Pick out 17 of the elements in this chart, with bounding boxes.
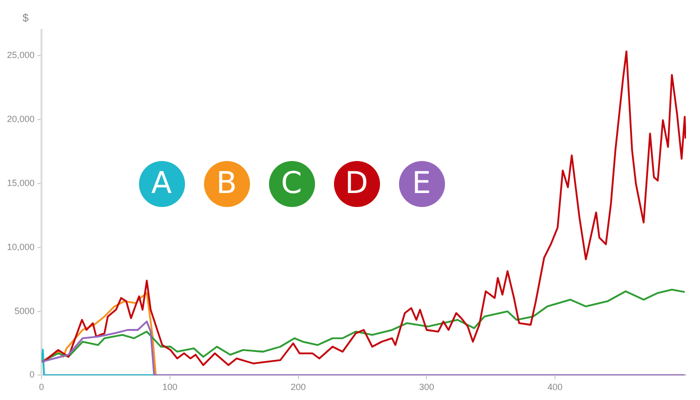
- text: B: [216, 166, 237, 202]
- x-tick-label: 100: [162, 382, 178, 392]
- y-tick-label: 0: [30, 370, 35, 380]
- text: D: [344, 166, 368, 202]
- text: E: [412, 166, 431, 202]
- x-tick-label: 300: [419, 382, 434, 392]
- y-tick-label: 20,000: [6, 114, 35, 124]
- x-tick-label: 0: [39, 382, 44, 392]
- y-tick-label: 5000: [14, 306, 35, 316]
- x-tick-label: 200: [290, 382, 306, 392]
- x-tick-label: 400: [548, 382, 563, 392]
- y-axis-title: $: [22, 12, 29, 25]
- y-tick-label: 25,000: [6, 50, 35, 60]
- y-tick-label: 15,000: [6, 178, 35, 188]
- text: A: [151, 166, 172, 202]
- y-tick-label: 10,000: [6, 242, 35, 252]
- text: C: [281, 166, 302, 202]
